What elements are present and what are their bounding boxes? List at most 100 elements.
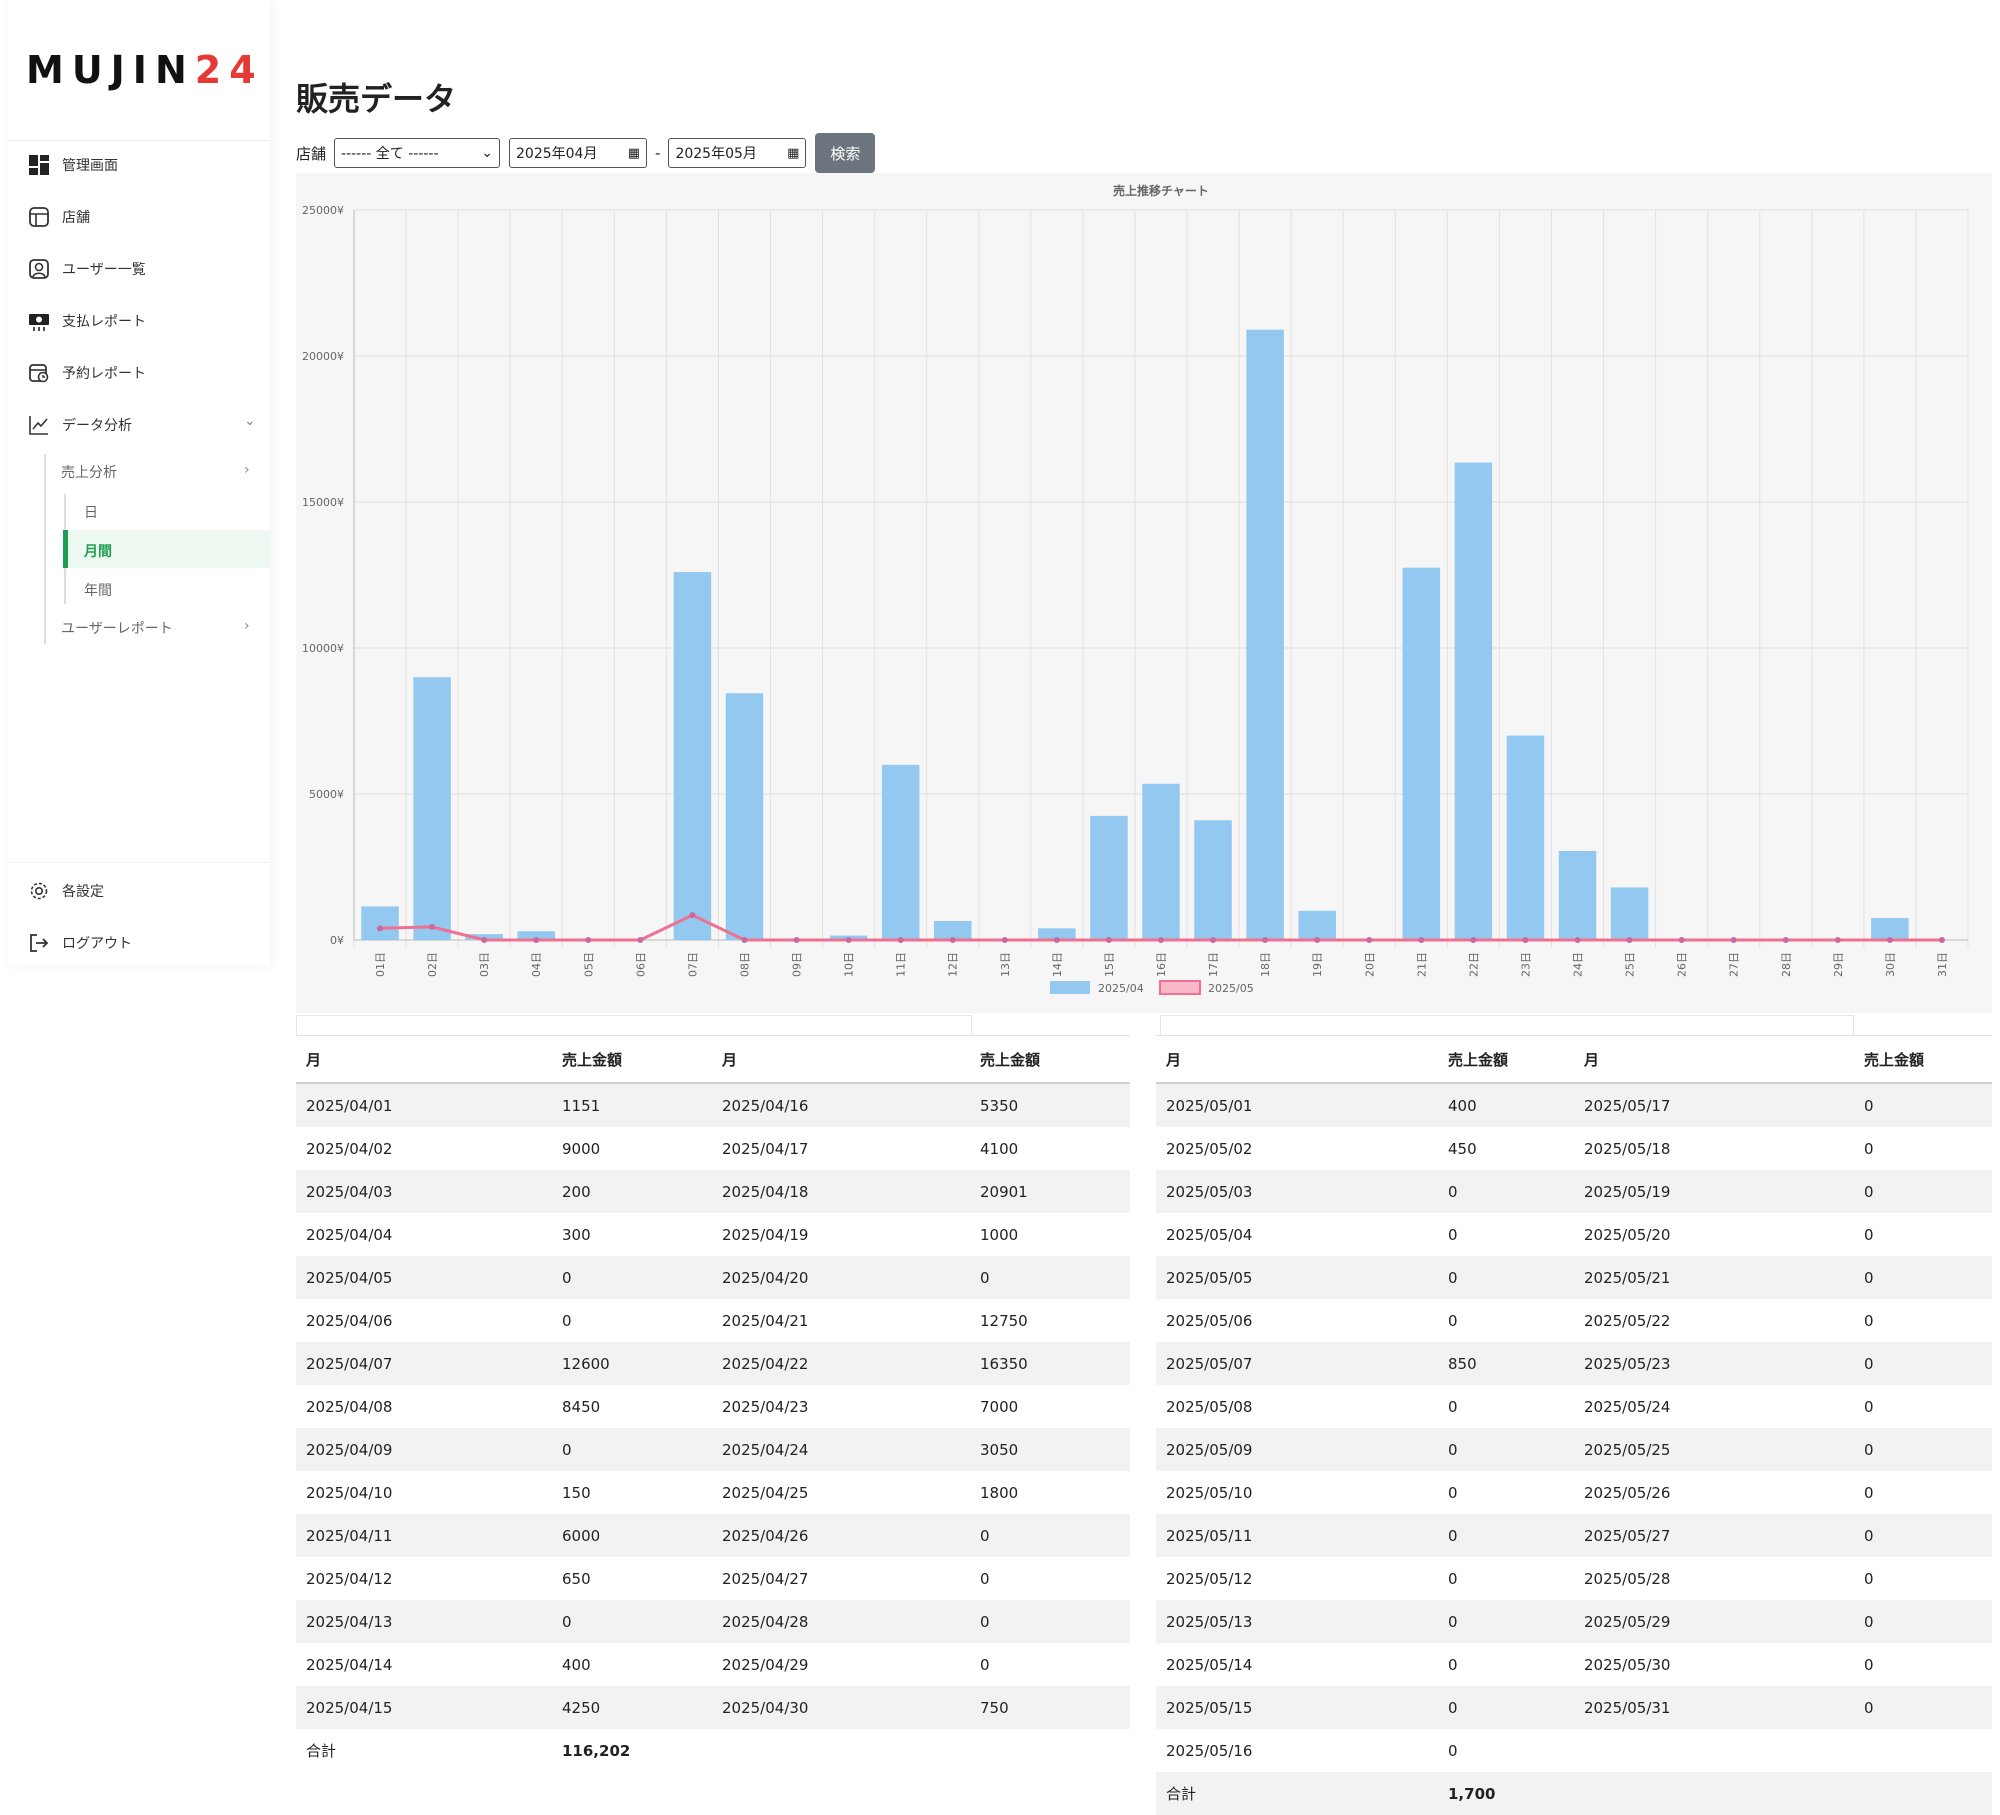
sidebar-item-logout[interactable]: ログアウト xyxy=(26,930,132,956)
search-button[interactable]: 検索 xyxy=(815,133,876,173)
table-row: 2025/04/01 1151 2025/04/16 5350 xyxy=(296,1083,1130,1127)
chart-bar xyxy=(1558,850,1597,940)
date-cell: 2025/04/15 xyxy=(296,1686,552,1729)
table-row: 2025/05/06 0 2025/05/22 0 xyxy=(1156,1299,1992,1342)
date-cell: 2025/05/13 xyxy=(1156,1600,1438,1643)
date-to-input[interactable]: 2025年05月 ▦ xyxy=(668,138,807,168)
chevron-down-icon[interactable]: ⌄ xyxy=(244,413,256,429)
chart-bar xyxy=(1142,783,1180,940)
sidebar-item-dashboard[interactable]: 管理画面 xyxy=(26,152,118,178)
chart-bar xyxy=(1298,910,1336,940)
date-cell: 2025/05/29 xyxy=(1574,1600,1854,1643)
sidebar-item-reservation-report[interactable]: 予約レポート xyxy=(26,360,146,386)
date-cell: 2025/05/10 xyxy=(1156,1471,1438,1514)
chart-bar xyxy=(1454,462,1493,940)
date-cell: 2025/04/23 xyxy=(712,1385,970,1428)
date-cell: 2025/05/22 xyxy=(1574,1299,1854,1342)
date-cell: 2025/04/27 xyxy=(712,1557,970,1600)
date-cell: 2025/04/03 xyxy=(296,1170,552,1213)
x-tick-label: 17日 xyxy=(1207,952,1220,977)
y-tick-label: 10000¥ xyxy=(302,642,344,655)
amount-cell: 0 xyxy=(1438,1600,1574,1643)
amount-cell: 0 xyxy=(1438,1729,1574,1772)
x-tick-label: 08日 xyxy=(738,952,751,977)
line-point xyxy=(1938,937,1945,943)
sidebar-item-data-analysis[interactable]: データ分析 xyxy=(26,412,132,438)
chevron-right-icon[interactable]: › xyxy=(244,618,250,634)
date-cell xyxy=(1574,1729,1854,1772)
date-cell: 2025/04/20 xyxy=(712,1256,970,1299)
sidebar-subitem-year[interactable]: 年間 xyxy=(84,583,112,599)
legend-swatch xyxy=(1050,981,1090,994)
sidebar: MUJIN24 管理画面 店舗 ユーザー一覧 支払レポート 予約レポート データ… xyxy=(8,0,270,965)
sidebar-subitem-day[interactable]: 日 xyxy=(84,505,98,521)
line-point xyxy=(637,937,644,943)
chart-bar xyxy=(1610,887,1649,940)
x-tick-label: 02日 xyxy=(426,952,439,977)
amount-cell: 0 xyxy=(552,1256,712,1299)
chart-bar xyxy=(1506,735,1545,940)
sidebar-subitem-user-report[interactable]: ユーザーレポート xyxy=(61,621,173,637)
logout-icon xyxy=(26,930,52,956)
amount-cell: 9000 xyxy=(552,1127,712,1170)
sidebar-item-users[interactable]: ユーザー一覧 xyxy=(26,256,146,282)
date-cell: 2025/05/09 xyxy=(1156,1428,1438,1471)
store-select[interactable]: ------ 全て ------ ⌄ xyxy=(334,138,501,168)
column-header: 売上金額 xyxy=(552,1035,712,1084)
date-from-input[interactable]: 2025年04月 ▦ xyxy=(509,138,648,168)
column-header: 売上金額 xyxy=(1854,1035,1992,1084)
chart-bar xyxy=(413,677,451,940)
sidebar-item-label: 支払レポート xyxy=(62,314,146,330)
table-row: 2025/05/16 0 xyxy=(1156,1729,1992,1772)
amount-cell: 7000 xyxy=(970,1385,1130,1428)
date-cell: 2025/04/24 xyxy=(712,1428,970,1471)
amount-cell: 0 xyxy=(1438,1643,1574,1686)
calendar-icon[interactable]: ▦ xyxy=(787,145,800,161)
chart-bar xyxy=(1246,329,1284,940)
chevron-right-icon[interactable]: › xyxy=(244,462,250,478)
page-title: 販売データ xyxy=(296,80,457,118)
table-row: 2025/05/07 850 2025/05/23 0 xyxy=(1156,1342,1992,1385)
date-cell: 2025/04/12 xyxy=(296,1557,552,1600)
legend-label: 2025/04 xyxy=(1098,982,1144,995)
calendar-icon[interactable]: ▦ xyxy=(627,145,641,161)
date-to-value: 2025年05月 xyxy=(675,146,757,162)
amount-cell: 1151 xyxy=(552,1083,712,1127)
date-cell: 2025/05/24 xyxy=(1574,1385,1854,1428)
sidebar-subitem-month[interactable]: 月間 xyxy=(84,544,112,560)
x-tick-label: 07日 xyxy=(686,952,699,977)
amount-cell: 0 xyxy=(1854,1686,1992,1729)
total-row: 合計 1,700 xyxy=(1156,1772,1992,1815)
table-row: 2025/04/07 12600 2025/04/22 16350 xyxy=(296,1342,1130,1385)
amount-cell: 850 xyxy=(1438,1342,1574,1385)
sidebar-item-settings[interactable]: 各設定 xyxy=(26,878,104,904)
line-point xyxy=(897,937,904,943)
logo[interactable]: MUJIN24 xyxy=(26,48,264,92)
table-row: 2025/04/04 300 2025/04/19 1000 xyxy=(296,1213,1130,1256)
dashboard-icon xyxy=(26,152,52,178)
april-sales-table: 月売上金額月売上金額 2025/04/01 1151 2025/04/16 5350 2… xyxy=(296,1035,1130,1772)
line-point xyxy=(793,937,800,943)
date-cell: 2025/04/04 xyxy=(296,1213,552,1256)
line-point xyxy=(1053,937,1060,943)
sidebar-item-store[interactable]: 店舗 xyxy=(26,204,90,230)
date-cell: 2025/05/05 xyxy=(1156,1256,1438,1299)
total-label: 合計 xyxy=(296,1729,552,1772)
amount-cell: 0 xyxy=(1438,1471,1574,1514)
line-point xyxy=(1105,937,1112,943)
amount-cell: 0 xyxy=(1438,1428,1574,1471)
column-header: 月 xyxy=(296,1035,552,1084)
amount-cell: 12750 xyxy=(970,1299,1130,1342)
line-point xyxy=(1730,937,1737,943)
amount-cell: 16350 xyxy=(970,1342,1130,1385)
active-highlight xyxy=(63,530,270,568)
x-tick-label: 16日 xyxy=(1155,952,1168,977)
line-point xyxy=(533,937,540,943)
x-tick-label: 18日 xyxy=(1259,952,1272,977)
chart-title: 売上推移チャート xyxy=(1113,183,1209,198)
x-tick-label: 24日 xyxy=(1572,952,1585,977)
sidebar-subitem-sales-analysis[interactable]: 売上分析 xyxy=(61,465,117,481)
sidebar-item-payment-report[interactable]: 支払レポート xyxy=(26,308,146,334)
column-header: 売上金額 xyxy=(1438,1035,1574,1084)
table-row: 2025/04/13 0 2025/04/28 0 xyxy=(296,1600,1130,1643)
